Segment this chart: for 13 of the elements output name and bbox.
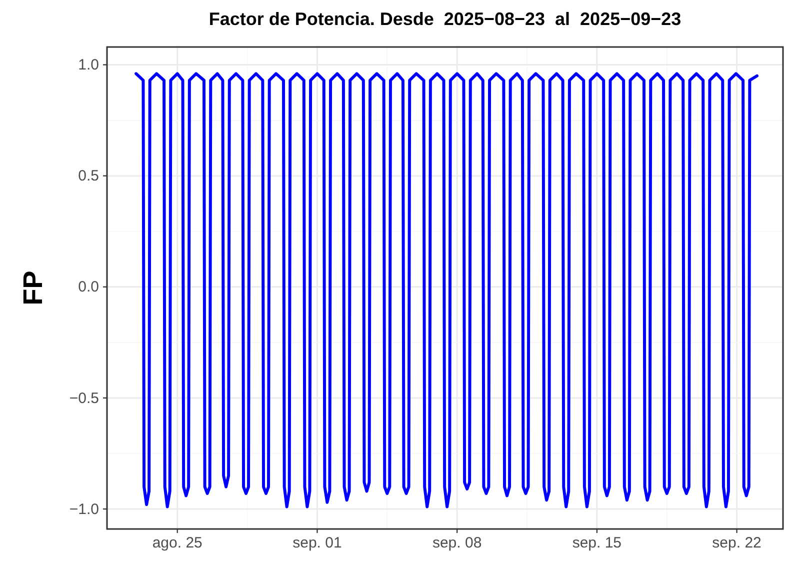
line-series xyxy=(134,72,759,508)
y-tick-label: 1.0 xyxy=(78,56,99,74)
y-axis-title: FP xyxy=(18,270,48,306)
y-tick-label: 0.5 xyxy=(78,168,99,185)
y-tick-label: 0.0 xyxy=(78,278,99,296)
x-tick-label: sep. 08 xyxy=(432,534,482,552)
x-tick-label: ago. 25 xyxy=(152,534,202,552)
y-tick-label: −1.0 xyxy=(69,500,99,518)
chart-title: Factor de Potencia. Desde 2025−08−23 al 2025−09−23 xyxy=(208,9,682,29)
x-tick-label: sep. 15 xyxy=(572,534,622,552)
x-tick-label: sep. 22 xyxy=(712,534,762,552)
x-tick-label: sep. 01 xyxy=(292,534,342,552)
y-tick-label: −0.5 xyxy=(69,390,99,407)
